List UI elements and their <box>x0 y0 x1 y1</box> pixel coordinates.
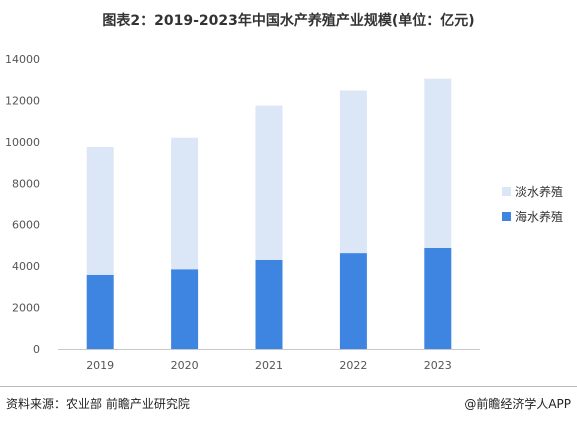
y-tick-label: 12000 <box>5 94 40 107</box>
x-tick-label: 2023 <box>424 359 452 372</box>
bars <box>86 78 452 349</box>
legend-swatch <box>502 212 511 221</box>
bar-segment-seawater <box>424 247 452 349</box>
legend-label: 淡水养殖 <box>515 184 563 199</box>
bar-segment-freshwater <box>424 78 452 248</box>
y-tick-label: 4000 <box>12 260 40 273</box>
y-tick-label: 2000 <box>12 302 40 315</box>
y-tick-label: 6000 <box>12 219 40 232</box>
y-axis: 0 2000 4000 6000 8000 10000 12000 14000 <box>5 53 40 356</box>
x-axis: 2019 2020 2021 2022 2023 <box>86 359 452 372</box>
bar-segment-seawater <box>339 253 367 349</box>
bar-segment-freshwater <box>255 105 283 260</box>
bar-segment-seawater <box>255 259 283 349</box>
x-tick-label: 2020 <box>171 359 199 372</box>
bar-segment-freshwater <box>86 147 114 275</box>
y-tick-label: 14000 <box>5 53 40 66</box>
bar-segment-seawater <box>171 269 199 349</box>
source-note: 资料来源：农业部 前瞻产业研究院 <box>6 397 190 411</box>
y-tick-label: 0 <box>33 343 40 356</box>
legend-label: 海水养殖 <box>515 209 563 224</box>
chart-title: 图表2：2019-2023年中国水产养殖产业规模(单位：亿元) <box>102 13 475 29</box>
legend-swatch <box>502 187 511 196</box>
x-tick-label: 2019 <box>86 359 114 372</box>
footer-divider <box>0 386 577 387</box>
y-tick-label: 10000 <box>5 136 40 149</box>
bar-segment-freshwater <box>339 90 367 254</box>
x-tick-label: 2022 <box>339 359 367 372</box>
x-tick-label: 2021 <box>255 359 283 372</box>
bar-segment-seawater <box>86 274 114 349</box>
bar-segment-freshwater <box>171 137 199 270</box>
credit-note: @前瞻经济学人APP <box>464 397 571 411</box>
y-tick-label: 8000 <box>12 177 40 190</box>
